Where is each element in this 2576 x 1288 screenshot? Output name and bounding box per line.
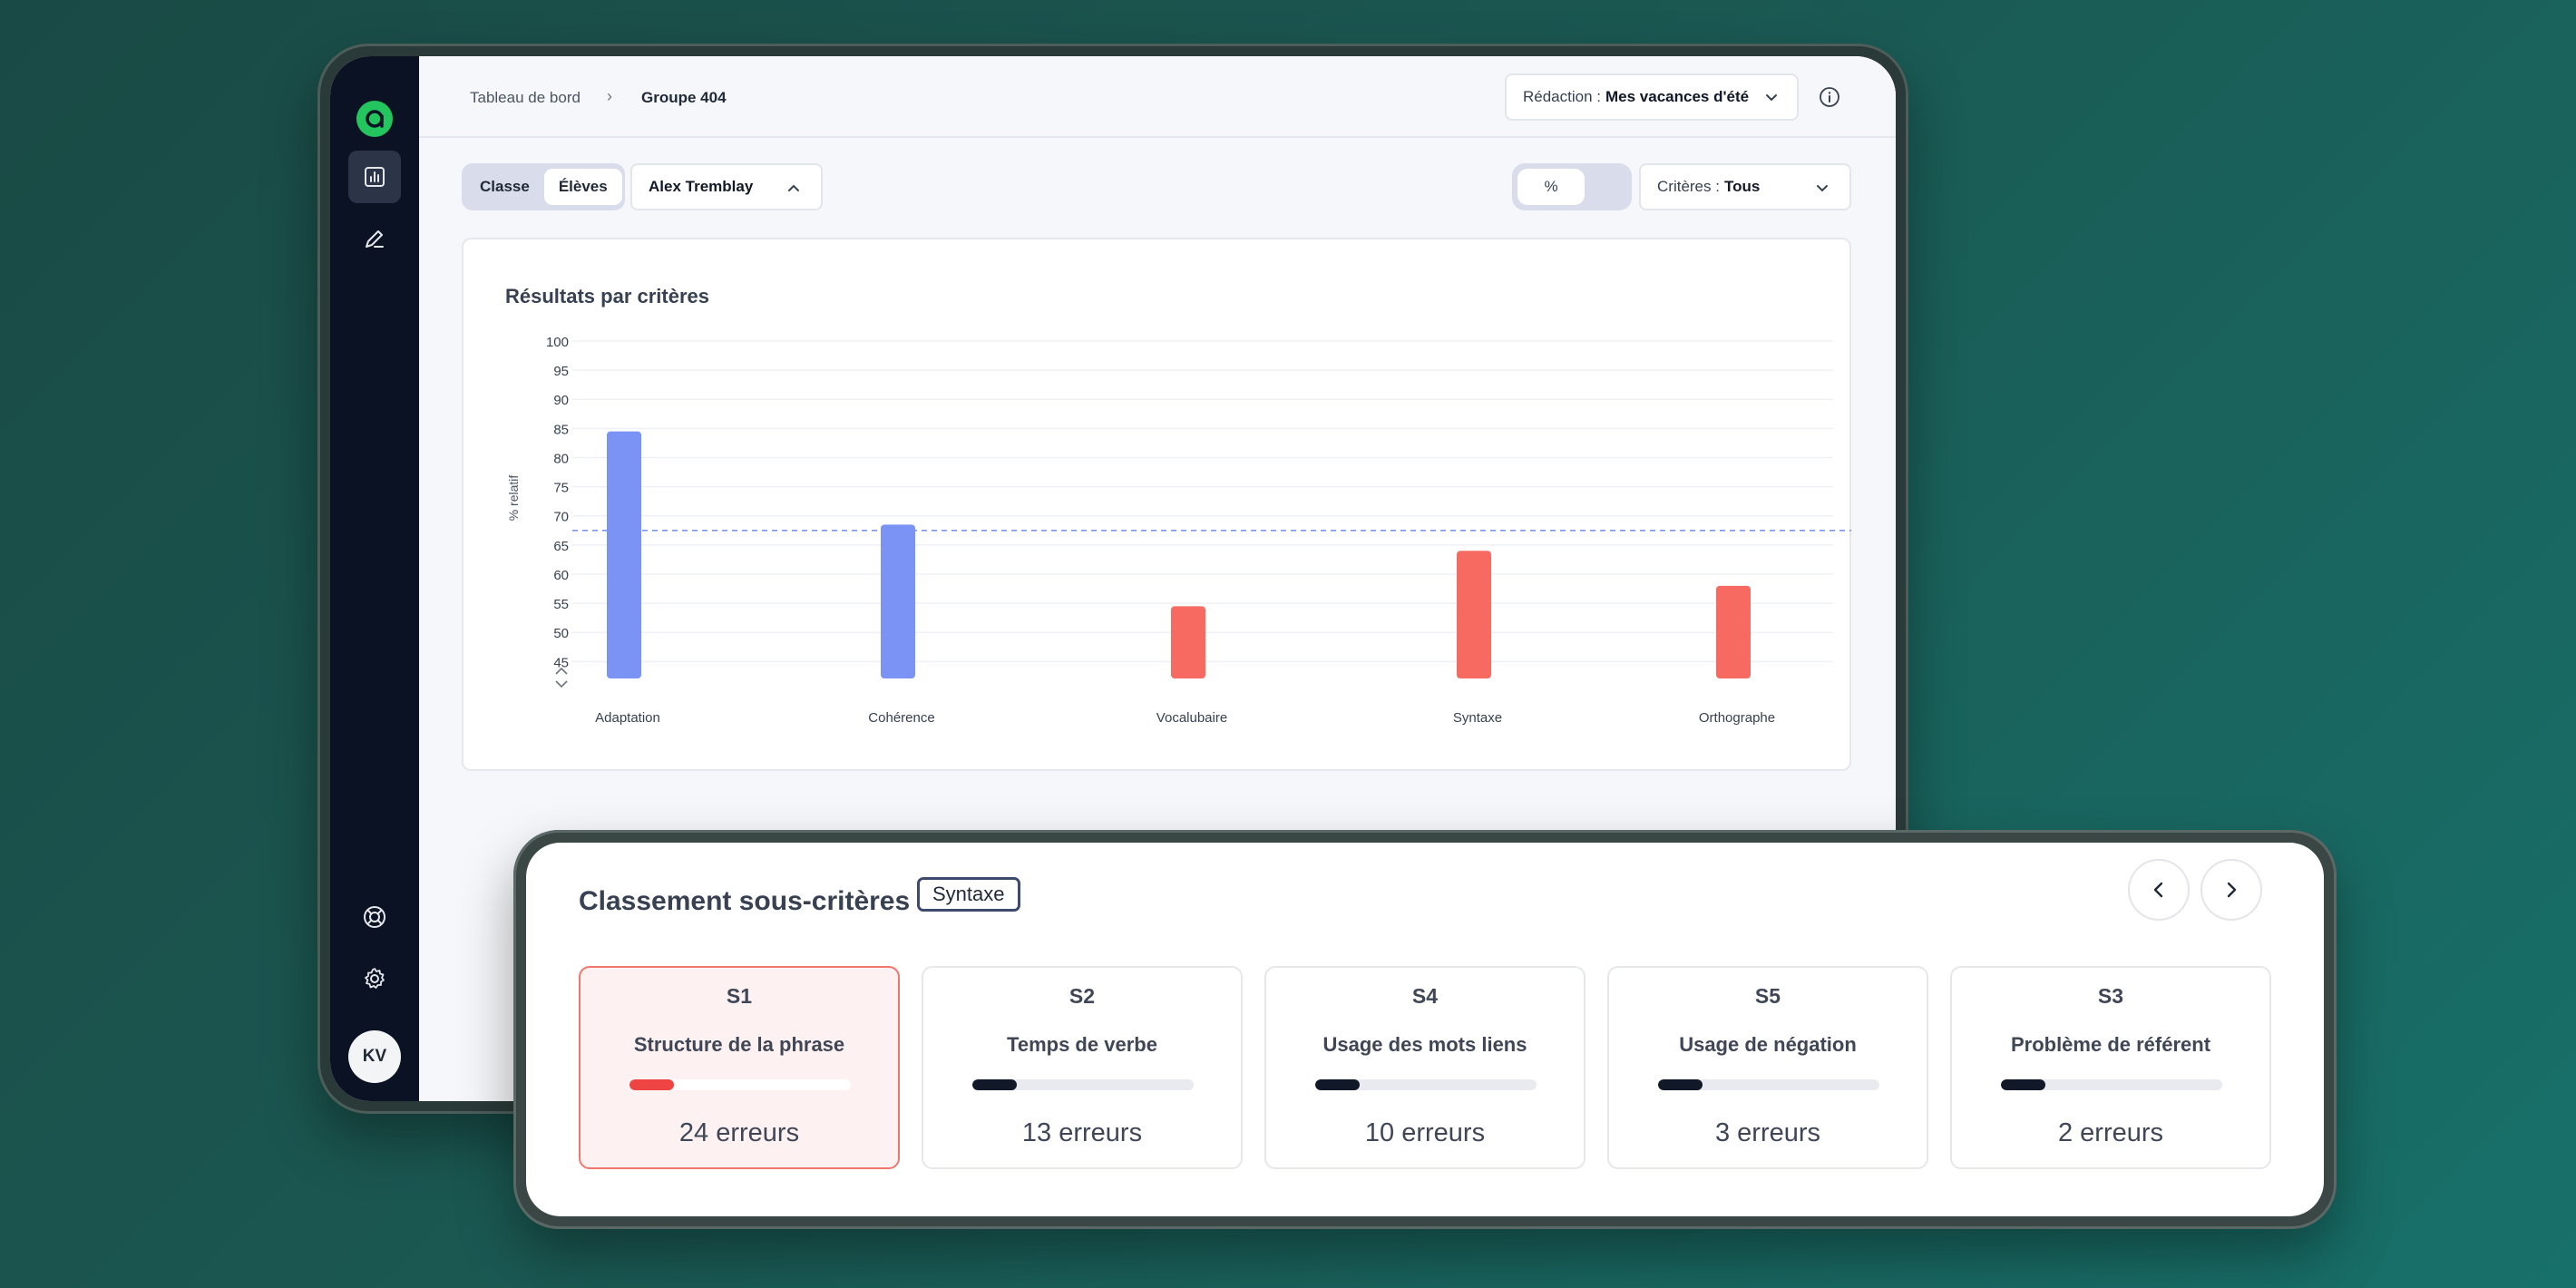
student-name: Alex Tremblay (649, 178, 754, 195)
sidebar-item-settings[interactable] (348, 952, 401, 1005)
info-icon[interactable] (1819, 86, 1840, 108)
logo-icon (366, 110, 384, 128)
segment-eleves[interactable]: Élèves (543, 169, 622, 205)
subcriterion-code: S3 (2097, 984, 2124, 1008)
x-tick-label: Orthographe (1699, 710, 1775, 726)
error-progress-fill (2001, 1079, 2045, 1090)
redaction-value: Mes vacances d'été (1605, 88, 1750, 105)
subcriterion-card[interactable]: S1 Structure de la phrase 24 erreurs (579, 966, 900, 1169)
phone-frame: Classement sous-critères Syntaxe S1 Stru… (513, 830, 2337, 1229)
subcriterion-name: Problème de référent (2010, 1033, 2211, 1056)
error-progress-fill (972, 1079, 1017, 1090)
redaction-label: Rédaction : (1523, 88, 1601, 105)
ranking-title: Classement sous-critères (579, 886, 911, 916)
previous-button[interactable] (2128, 859, 2190, 921)
criterion-badge: Syntaxe (917, 877, 1020, 912)
sidebar: KV (330, 56, 419, 1101)
error-progress-bar (629, 1079, 851, 1090)
sidebar-item-results[interactable] (348, 151, 401, 203)
subcriterion-name: Structure de la phrase (633, 1033, 845, 1056)
chevron-up-icon (788, 184, 799, 191)
subcriterion-card[interactable]: S2 Temps de verbe 13 erreurs (922, 966, 1243, 1169)
x-tick-label: Cohérence (868, 710, 934, 726)
sidebar-item-help[interactable] (348, 891, 401, 943)
subcriterion-name: Temps de verbe (1007, 1033, 1157, 1056)
sidebar-item-writing[interactable] (348, 212, 401, 265)
redaction-dropdown[interactable]: Rédaction : Mes vacances d'été (1505, 73, 1799, 121)
error-progress-bar (1315, 1079, 1537, 1090)
y-tick-label: 95 (553, 364, 569, 379)
y-tick-label: 100 (546, 335, 569, 350)
error-count: 3 erreurs (1714, 1118, 1821, 1147)
results-chart-card: Résultats par critères 100 95 90 85 80 75 70 65… (462, 238, 1851, 771)
bar-vocalubaire (1171, 606, 1205, 678)
error-count: 24 erreurs (678, 1118, 800, 1147)
bar-cohérence (881, 524, 915, 678)
error-count: 10 erreurs (1364, 1118, 1486, 1147)
bar-chart-icon (365, 167, 385, 187)
error-progress-fill (1658, 1079, 1703, 1090)
gear-icon (365, 968, 385, 989)
subcriterion-card[interactable]: S5 Usage de négation 3 erreurs (1607, 966, 1928, 1169)
chevron-right-icon (2227, 882, 2237, 898)
lifebuoy-icon (364, 906, 385, 928)
bar-adaptation (607, 431, 641, 678)
percent-toggle[interactable]: % (1512, 163, 1632, 210)
criteres-value: Tous (1723, 178, 1761, 195)
breadcrumb-dashboard[interactable]: Tableau de bord (470, 89, 581, 106)
top-bar: Tableau de bord › Groupe 404 Rédaction :… (419, 56, 1896, 138)
y-tick-label: 55 (553, 597, 569, 612)
y-tick-label: 45 (553, 655, 569, 670)
app-logo[interactable] (356, 101, 393, 137)
criteres-label: Critères : (1657, 178, 1720, 195)
subcriterion-card[interactable]: S3 Problème de référent 2 erreurs (1950, 966, 2271, 1169)
y-axis-label: % relatif (506, 475, 521, 522)
breadcrumb-group: Groupe 404 (641, 89, 727, 106)
x-tick-label: Syntaxe (1453, 710, 1502, 726)
student-dropdown[interactable]: Alex Tremblay (630, 163, 823, 210)
error-progress-bar (1658, 1079, 1879, 1090)
subcriterion-code: S1 (726, 984, 753, 1008)
subcriterion-name: Usage de négation (1679, 1033, 1857, 1056)
pen-icon (366, 230, 384, 248)
chevron-down-icon (1766, 94, 1777, 102)
bar-syntaxe (1457, 551, 1491, 678)
chevron-down-icon (1817, 185, 1828, 192)
results-chart: 100 95 90 85 80 75 70 65 60 55 50 45 % relatif Adapta… (506, 335, 1851, 726)
chevron-left-icon (2153, 882, 2163, 898)
percent-toggle-label: % (1517, 169, 1585, 205)
y-tick-label: 75 (553, 481, 569, 496)
y-tick-label: 90 (553, 393, 569, 408)
error-progress-fill (1315, 1079, 1360, 1090)
y-tick-label: 65 (553, 539, 569, 554)
x-tick-label: Vocalubaire (1156, 710, 1227, 726)
subcriterion-card[interactable]: S4 Usage des mots liens 10 erreurs (1264, 966, 1586, 1169)
segment-classe[interactable]: Classe (480, 178, 530, 195)
subcriterion-name: Usage des mots liens (1322, 1033, 1527, 1056)
axis-break-icon (555, 667, 568, 688)
subcriteria-panel: Classement sous-critères Syntaxe S1 Stru… (526, 843, 2324, 1216)
error-count: 13 erreurs (1021, 1118, 1143, 1147)
chart-title: Résultats par critères (505, 285, 709, 307)
y-tick-label: 60 (553, 568, 569, 583)
error-count: 2 erreurs (2057, 1118, 2164, 1147)
error-progress-bar (972, 1079, 1194, 1090)
criteres-dropdown[interactable]: Critères : Tous (1639, 163, 1851, 210)
filter-toolbar: Classe Élèves Alex Tremblay % Critères :… (419, 138, 1896, 220)
view-segmented-control: Classe Élèves (462, 163, 625, 210)
error-progress-fill (629, 1079, 674, 1090)
avatar[interactable]: KV (348, 1030, 401, 1083)
bar-orthographe (1716, 585, 1751, 678)
breadcrumb-separator-icon: › (607, 87, 612, 105)
subcriterion-code: S5 (1754, 984, 1781, 1008)
next-button[interactable] (2200, 859, 2262, 921)
y-tick-label: 80 (553, 451, 569, 466)
subcriterion-code: S4 (1411, 984, 1439, 1008)
y-tick-label: 85 (553, 422, 569, 437)
x-tick-label: Adaptation (595, 710, 660, 726)
error-progress-bar (2001, 1079, 2222, 1090)
y-tick-label: 70 (553, 510, 569, 525)
y-tick-label: 50 (553, 626, 569, 641)
subcriterion-code: S2 (1068, 984, 1096, 1008)
